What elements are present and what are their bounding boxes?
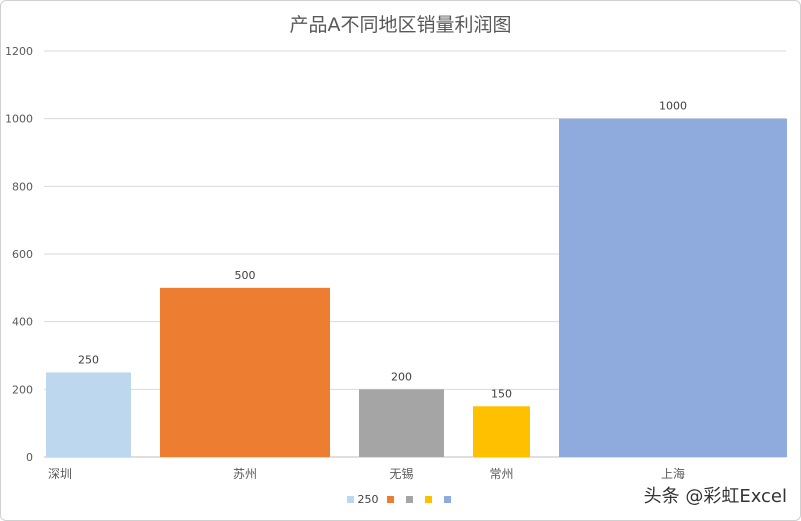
data-label: 1000: [659, 100, 687, 113]
legend-label: 250: [357, 493, 379, 506]
y-tick-label: 1200: [5, 45, 33, 58]
y-tick-label: 200: [12, 383, 33, 396]
watermark: 头条 @彩虹Excel: [643, 486, 787, 507]
bar: [559, 118, 787, 458]
y-tick-label: 400: [12, 316, 33, 329]
data-label: 250: [78, 353, 99, 366]
legend-swatch: [443, 496, 451, 503]
legend-item: 250: [346, 493, 379, 506]
chart-title: 产品A不同地区销量利润图: [289, 14, 512, 36]
legend-swatch: [386, 496, 394, 503]
y-tick-label: 600: [12, 248, 33, 261]
data-label: 150: [491, 387, 512, 400]
bar: [46, 372, 131, 457]
x-tick-label: 苏州: [233, 467, 257, 481]
y-tick-label: 1000: [5, 113, 33, 126]
data-label: 200: [391, 370, 412, 383]
legend-item: [424, 496, 436, 503]
chart-legend: 250: [0, 493, 801, 506]
bar: [160, 287, 330, 457]
y-tick-label: 800: [12, 180, 33, 193]
bar: [359, 389, 444, 457]
legend-item: [405, 496, 417, 503]
x-tick-label: 上海: [661, 466, 685, 481]
x-tick-label: 深圳: [48, 467, 72, 481]
y-tick-label: 0: [26, 451, 33, 464]
x-tick-label: 无锡: [389, 466, 413, 481]
bar: [473, 406, 530, 457]
legend-swatch: [346, 496, 354, 503]
x-tick-label: 常州: [489, 467, 513, 481]
legend-swatch: [405, 496, 413, 503]
legend-item: [443, 496, 455, 503]
data-label: 500: [235, 269, 256, 282]
legend-item: [386, 496, 398, 503]
legend-swatch: [424, 496, 432, 503]
